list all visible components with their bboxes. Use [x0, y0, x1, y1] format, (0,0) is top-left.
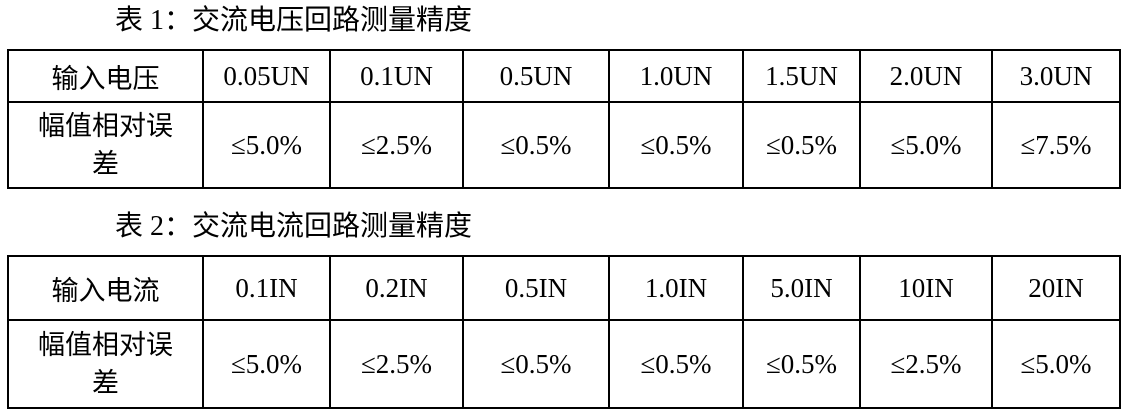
- table-row: 输入电压 0.05UN 0.1UN 0.5UN 1.0UN 1.5UN 2.0U…: [7, 49, 1121, 103]
- table2-title: 表 2：交流电流回路测量精度: [115, 211, 473, 242]
- table-row: 幅值相对误差 ≤5.0% ≤2.5% ≤0.5% ≤0.5% ≤0.5% ≤2.…: [7, 319, 1121, 409]
- value-cell: 0.2IN: [329, 255, 464, 321]
- table1-title: 表 1：交流电压回路测量精度: [115, 5, 473, 36]
- table1-ac-voltage-accuracy: 输入电压 0.05UN 0.1UN 0.5UN 1.0UN 1.5UN 2.0U…: [7, 49, 1121, 189]
- table-row: 输入电流 0.1IN 0.2IN 0.5IN 1.0IN 5.0IN 10IN …: [7, 255, 1121, 321]
- value-cell: ≤5.0%: [202, 101, 331, 189]
- value-cell: 0.5IN: [462, 255, 610, 321]
- value-cell: 5.0IN: [742, 255, 861, 321]
- value-cell: ≤0.5%: [608, 319, 744, 409]
- row-header-cell: 输入电压: [7, 49, 204, 103]
- value-cell: ≤0.5%: [742, 319, 861, 409]
- row-header-text: 幅值相对误差: [38, 330, 173, 398]
- row-header-cell: 幅值相对误差: [7, 101, 204, 189]
- value-cell: ≤5.0%: [991, 319, 1121, 409]
- row-header-text: 幅值相对误差: [38, 111, 173, 179]
- value-cell: 10IN: [859, 255, 993, 321]
- table2-ac-current-accuracy: 输入电流 0.1IN 0.2IN 0.5IN 1.0IN 5.0IN 10IN …: [7, 255, 1121, 409]
- table-row: 幅值相对误差 ≤5.0% ≤2.5% ≤0.5% ≤0.5% ≤0.5% ≤5.…: [7, 101, 1121, 189]
- value-cell: ≤0.5%: [462, 319, 610, 409]
- value-cell: ≤5.0%: [859, 101, 993, 189]
- value-cell: 1.0IN: [608, 255, 744, 321]
- value-cell: 1.0UN: [608, 49, 744, 103]
- value-cell: ≤0.5%: [742, 101, 861, 189]
- row-header-cell: 幅值相对误差: [7, 319, 204, 409]
- value-cell: ≤2.5%: [329, 319, 464, 409]
- value-cell: 0.1IN: [202, 255, 331, 321]
- row-header-cell: 输入电流: [7, 255, 204, 321]
- value-cell: 0.1UN: [329, 49, 464, 103]
- document-page: 表 1：交流电压回路测量精度 输入电压 0.05UN 0.1UN 0.5UN 1…: [7, 5, 1121, 409]
- value-cell: ≤0.5%: [462, 101, 610, 189]
- value-cell: 3.0UN: [991, 49, 1121, 103]
- value-cell: 20IN: [991, 255, 1121, 321]
- value-cell: ≤7.5%: [991, 101, 1121, 189]
- value-cell: 0.5UN: [462, 49, 610, 103]
- value-cell: ≤2.5%: [329, 101, 464, 189]
- value-cell: 2.0UN: [859, 49, 993, 103]
- value-cell: ≤0.5%: [608, 101, 744, 189]
- value-cell: 1.5UN: [742, 49, 861, 103]
- value-cell: 0.05UN: [202, 49, 331, 103]
- value-cell: ≤5.0%: [202, 319, 331, 409]
- value-cell: ≤2.5%: [859, 319, 993, 409]
